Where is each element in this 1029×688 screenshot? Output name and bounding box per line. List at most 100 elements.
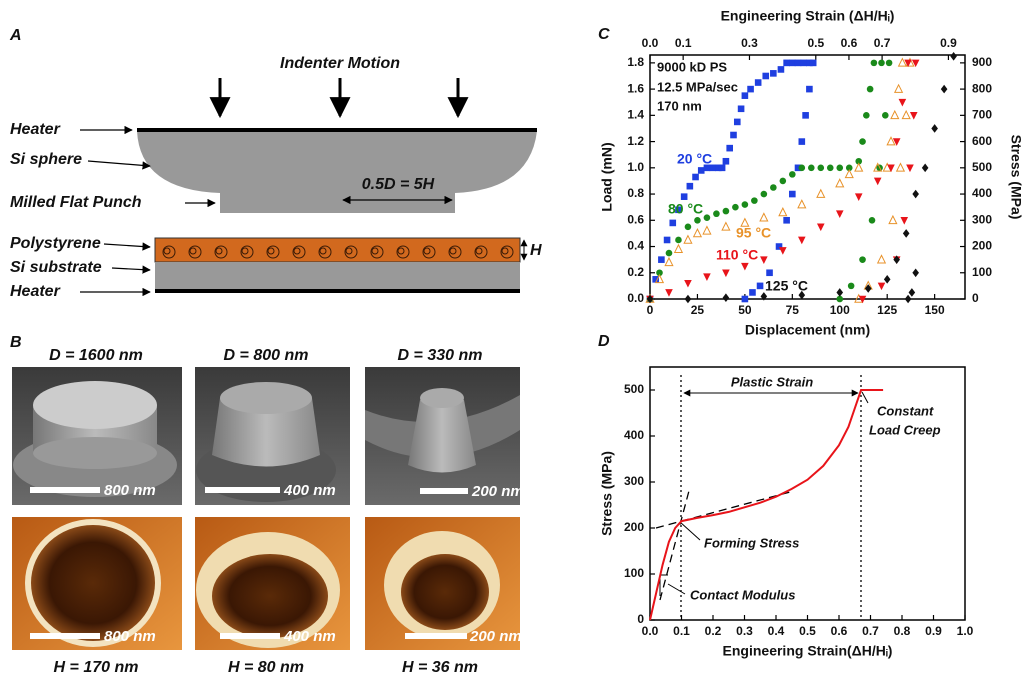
substrate-label: Si substrate (10, 259, 102, 276)
data-point (884, 275, 891, 284)
data-point (800, 60, 807, 67)
data-point (845, 170, 853, 178)
data-point (806, 86, 813, 93)
data-point (742, 201, 749, 208)
data-point (827, 165, 834, 172)
data-point (783, 217, 790, 224)
figure: A Indenter Motion Heater Si sphere Mille… (0, 0, 1029, 688)
data-point (836, 165, 843, 172)
data-point (770, 70, 777, 77)
afm-image (12, 517, 182, 650)
si-sphere (137, 131, 537, 193)
data-point (941, 85, 948, 94)
data-point (698, 167, 705, 174)
y-tick-label: 1.8 (627, 55, 644, 69)
data-point (757, 283, 764, 290)
scale-label: 800 nm (104, 628, 156, 645)
data-point (891, 111, 899, 119)
data-point (922, 164, 929, 173)
y2-axis-title: Stress (MPa) (1008, 135, 1024, 220)
data-point (878, 283, 886, 291)
data-point (760, 213, 768, 221)
data-point (902, 111, 910, 119)
data-point (886, 60, 893, 67)
y-tick-label: 100 (624, 566, 644, 580)
annotation: Constant (877, 403, 934, 418)
data-point (874, 178, 882, 186)
indenter-arrows (220, 78, 458, 116)
data-point (910, 112, 918, 120)
data-point (798, 200, 806, 208)
y-tick-label: 1.4 (627, 108, 644, 122)
annotation: 9000 kD PS (657, 59, 727, 74)
y-axis-title: Load (mN) (599, 142, 615, 211)
panel-label: D (598, 333, 610, 350)
flat-punch (220, 192, 455, 213)
data-point (666, 250, 673, 257)
data-point (675, 245, 683, 253)
data-point (906, 165, 914, 173)
scale-label: 200 nm (469, 628, 522, 645)
x-tick-label: 0.8 (894, 624, 911, 638)
x-axis-title: Engineering Strain(ΔH/Hᵢ) (723, 643, 893, 659)
y2-tick-label: 400 (972, 186, 992, 200)
scale-label: 200 nm (471, 483, 524, 500)
data-point (747, 86, 754, 93)
x-tick-label: 0.0 (642, 624, 659, 638)
y2-tick-label: 200 (972, 239, 992, 253)
data-point (795, 60, 802, 67)
x-tick-label: 0 (647, 303, 654, 317)
x2-tick-label: 0.7 (874, 36, 891, 50)
data-point (848, 283, 855, 290)
pointer (862, 392, 868, 403)
data-point (723, 208, 730, 215)
data-point (770, 184, 777, 191)
data-point (742, 92, 749, 99)
panel-label: A (9, 27, 22, 44)
annotation: Contact Modulus (690, 587, 795, 602)
data-point (878, 255, 886, 263)
polystyrene-label: Polystyrene (10, 235, 101, 252)
sem-image (12, 367, 182, 505)
data-point (761, 191, 768, 198)
y2-tick-label: 800 (972, 81, 992, 95)
si-substrate (155, 262, 520, 290)
diameter-label: D = 800 nm (224, 347, 309, 364)
y-tick-label: 400 (624, 428, 644, 442)
height-label: H = 170 nm (54, 659, 139, 676)
data-point (950, 52, 957, 61)
y-axis-title: Stress (MPa) (599, 451, 615, 536)
data-point (863, 112, 870, 119)
data-point (738, 105, 745, 112)
data-point (766, 269, 773, 276)
series-label: 125 °C (765, 278, 808, 294)
data-point (817, 165, 824, 172)
y2-tick-label: 0 (972, 291, 979, 305)
data-point (897, 164, 905, 172)
heater-label: Heater (10, 121, 61, 138)
data-point (665, 289, 673, 297)
data-point (859, 138, 866, 145)
x-tick-label: 150 (925, 303, 945, 317)
y-tick-label: 0 (637, 612, 644, 626)
x-tick-label: 100 (830, 303, 850, 317)
data-point (703, 226, 711, 234)
y-tick-label: 1.2 (627, 134, 644, 148)
annotation: 170 nm (657, 98, 702, 113)
y2-tick-label: 700 (972, 108, 992, 122)
x2-axis-title: Engineering Strain (ΔH/Hᵢ) (721, 8, 895, 24)
data-point (855, 193, 863, 201)
data-point (889, 216, 897, 224)
panel-label: B (10, 334, 22, 351)
y-tick-label: 0.0 (627, 291, 644, 305)
x-tick-label: 0.9 (925, 624, 942, 638)
series-label: 110 °C (716, 247, 758, 263)
x-tick-label: 0.3 (736, 624, 753, 638)
x-axis-title: Displacement (nm) (745, 322, 870, 338)
data-point (762, 73, 769, 80)
x-tick-label: 1.0 (957, 624, 974, 638)
data-point (778, 66, 785, 73)
y-tick-label: 0.8 (627, 186, 644, 200)
data-point (817, 224, 825, 232)
x-tick-label: 25 (691, 303, 705, 317)
